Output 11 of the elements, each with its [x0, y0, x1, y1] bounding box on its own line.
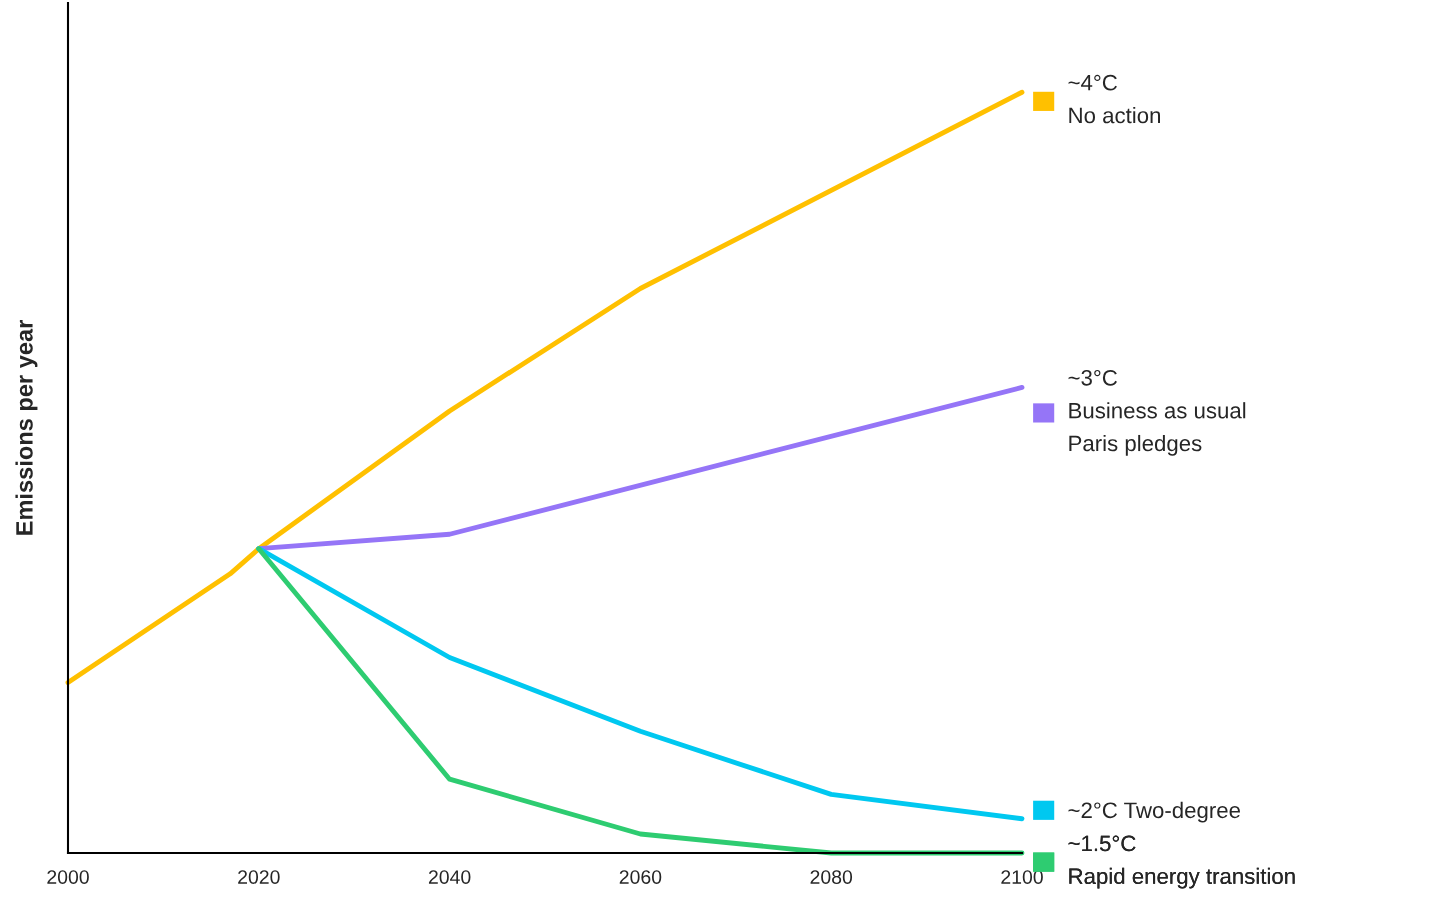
x-tick-label: 2040 — [428, 870, 471, 884]
x-tick-label: 2000 — [47, 870, 89, 884]
y-axis-title: Emissions per year — [15, 320, 38, 535]
legend-label: ~2°C Two-degree — [1068, 801, 1240, 823]
x-tick-label: 2020 — [238, 870, 280, 884]
legend-label: ~3°C Business as usual Paris pledges — [1068, 369, 1246, 456]
x-tick-label: 2100 — [1001, 870, 1043, 884]
legend-label: ~4°C No action — [1068, 74, 1160, 124]
x-tick-label: 2060 — [619, 870, 662, 884]
x-tick-label: 2080 — [810, 870, 853, 884]
legend-label: ~1.5°C Rapid energy transition — [1068, 835, 1295, 889]
